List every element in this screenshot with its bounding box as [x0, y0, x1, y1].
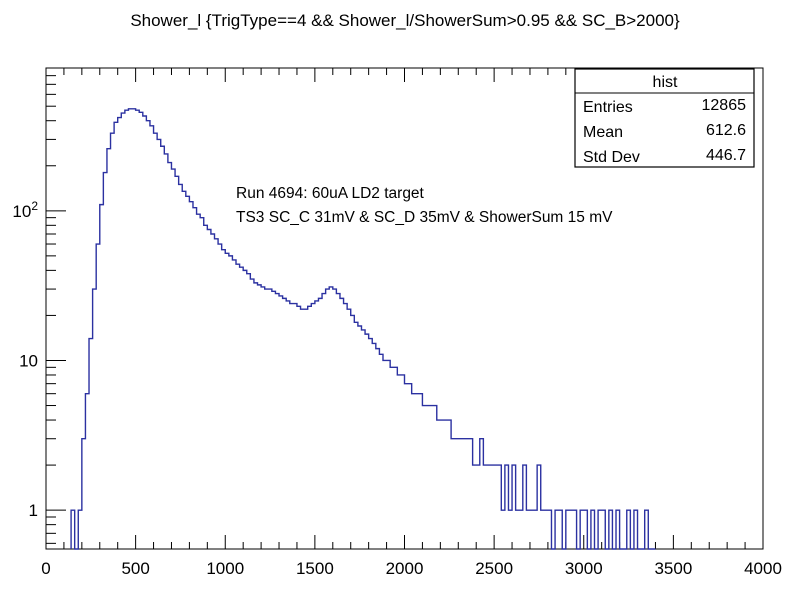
stats-entries-label: Entries	[583, 99, 633, 116]
x-tick-label: 4000	[744, 559, 782, 578]
stats-entries-value: 12865	[702, 97, 747, 114]
stats-box: hist Entries 12865 Mean 612.6 Std Dev 44…	[574, 68, 755, 168]
stats-stddev-value: 446.7	[706, 147, 746, 164]
stats-box-title: hist	[653, 74, 678, 91]
x-tick-label: 2000	[386, 559, 424, 578]
histogram-series-line	[70, 108, 656, 550]
x-tick-label: 3500	[654, 559, 692, 578]
annotation-run-line: Run 4694: 60uA LD2 target	[236, 185, 425, 202]
x-tick-label: 1000	[206, 559, 244, 578]
y-tick-label: 1	[29, 501, 38, 520]
x-tick-labels: 0 500 1000 1500 2000 2500 3000 3500 4000	[41, 559, 782, 578]
x-tick-label: 1500	[296, 559, 334, 578]
y-tick-label: 10	[19, 351, 38, 370]
stats-stddev-label: Std Dev	[583, 149, 640, 166]
chart-title: Shower_l {TrigType==4 && Shower_l/Shower…	[130, 11, 680, 30]
annotation-trigger-line: TS3 SC_C 31mV & SC_D 35mV & ShowerSum 15…	[236, 209, 613, 226]
x-tick-label: 2500	[475, 559, 513, 578]
stats-mean-label: Mean	[583, 124, 623, 141]
x-tick-label: 500	[121, 559, 149, 578]
stats-mean-value: 612.6	[706, 122, 746, 139]
x-tick-label: 0	[41, 559, 50, 578]
x-tick-label: 3000	[565, 559, 603, 578]
y-tick-labels: 1 10 102	[12, 199, 38, 520]
y-tick-label: 102	[12, 199, 38, 221]
